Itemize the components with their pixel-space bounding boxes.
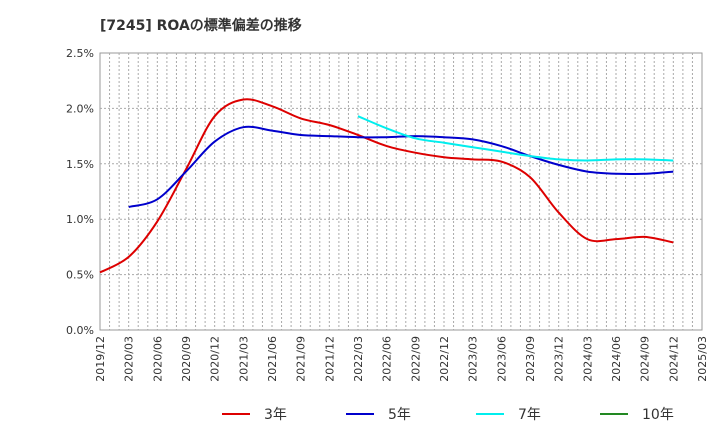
series-line-3年 bbox=[99, 98, 674, 274]
legend-label: 10年 bbox=[642, 407, 674, 423]
x-tick-label: 2020/12 bbox=[209, 336, 222, 382]
x-tick-label: 2023/06 bbox=[495, 336, 508, 382]
series-line-7年 bbox=[357, 115, 674, 162]
chart-title: [7245] ROAの標準偏差の推移 bbox=[100, 17, 302, 34]
x-tick-label: 2022/12 bbox=[438, 336, 451, 382]
x-tick-label: 2023/03 bbox=[467, 336, 480, 382]
y-axis-ticks: 0.0% 0.5% 1.0% 1.5% 2.0% 2.5% bbox=[66, 47, 94, 337]
x-tick-label: 2020/09 bbox=[180, 336, 193, 382]
y-tick-label: 1.0% bbox=[66, 213, 94, 226]
x-tick-label: 2020/06 bbox=[151, 336, 164, 382]
x-tick-label: 2023/09 bbox=[524, 336, 537, 382]
x-axis-ticks: 2019/12 2020/03 2020/06 2020/09 2020/12 2021/… bbox=[94, 336, 709, 382]
legend-label: 5年 bbox=[388, 407, 411, 423]
y-tick-label: 1.5% bbox=[66, 158, 94, 171]
x-tick-label: 2021/09 bbox=[295, 336, 308, 382]
x-tick-label: 2025/03 bbox=[696, 336, 709, 382]
y-tick-label: 0.5% bbox=[66, 269, 94, 282]
x-tick-label: 2022/03 bbox=[352, 336, 365, 382]
x-tick-label: 2022/09 bbox=[409, 336, 422, 382]
x-tick-label: 2021/03 bbox=[237, 336, 250, 382]
series-lines bbox=[99, 98, 674, 274]
x-tick-label: 2022/06 bbox=[381, 336, 394, 382]
series-line-5年 bbox=[128, 125, 674, 208]
x-tick-label: 2019/12 bbox=[94, 336, 107, 382]
x-tick-label: 2024/09 bbox=[639, 336, 652, 382]
legend: 3年 5年 7年 10年 bbox=[222, 407, 674, 423]
x-tick-label: 2024/12 bbox=[667, 336, 680, 382]
x-tick-label: 2024/06 bbox=[610, 336, 623, 382]
y-tick-label: 2.5% bbox=[66, 47, 94, 60]
plot-frame bbox=[99, 52, 703, 331]
y-tick-label: 0.0% bbox=[66, 324, 94, 337]
x-tick-label: 2021/12 bbox=[323, 336, 336, 382]
x-tick-label: 2020/03 bbox=[123, 336, 136, 382]
x-tick-label: 2024/03 bbox=[581, 336, 594, 382]
legend-label: 7年 bbox=[518, 407, 541, 423]
x-tick-label: 2023/12 bbox=[553, 336, 566, 382]
legend-label: 3年 bbox=[264, 407, 287, 423]
y-tick-label: 2.0% bbox=[66, 102, 94, 115]
x-tick-label: 2021/06 bbox=[266, 336, 279, 382]
plot-area bbox=[99, 52, 703, 331]
grid bbox=[100, 53, 702, 330]
